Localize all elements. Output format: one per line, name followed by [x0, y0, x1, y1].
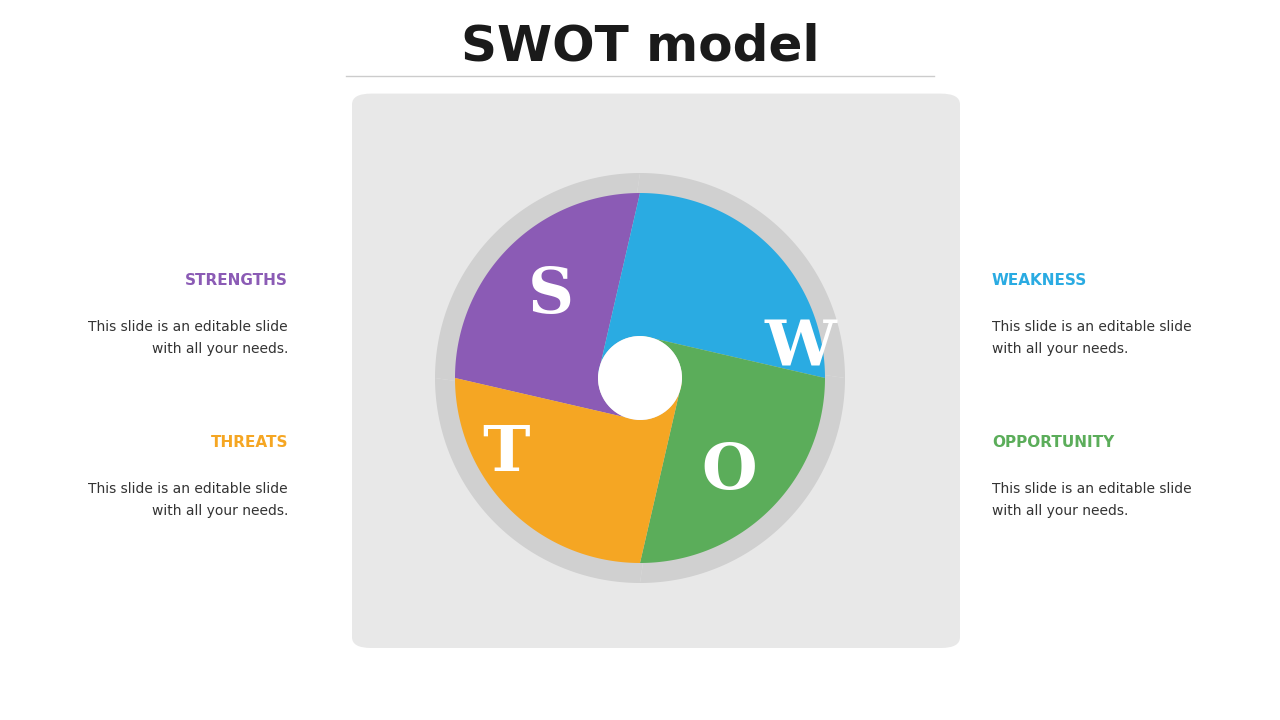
Text: SWOT model: SWOT model — [461, 23, 819, 71]
Polygon shape — [454, 378, 682, 563]
Text: WEAKNESS: WEAKNESS — [992, 273, 1087, 288]
Polygon shape — [598, 193, 826, 378]
Text: This slide is an editable slide
with all your needs.: This slide is an editable slide with all… — [88, 320, 288, 356]
Text: THREATS: THREATS — [210, 435, 288, 450]
Polygon shape — [454, 193, 640, 420]
Text: O: O — [701, 441, 758, 502]
Text: This slide is an editable slide
with all your needs.: This slide is an editable slide with all… — [88, 482, 288, 518]
Text: OPPORTUNITY: OPPORTUNITY — [992, 435, 1115, 450]
Ellipse shape — [598, 336, 682, 420]
Text: S: S — [527, 265, 573, 325]
Text: This slide is an editable slide
with all your needs.: This slide is an editable slide with all… — [992, 482, 1192, 518]
Polygon shape — [640, 349, 845, 583]
Polygon shape — [611, 173, 845, 378]
Text: T: T — [481, 423, 530, 484]
Polygon shape — [640, 336, 826, 563]
Polygon shape — [435, 378, 669, 583]
Text: W: W — [764, 319, 836, 379]
Polygon shape — [435, 173, 640, 407]
Text: This slide is an editable slide
with all your needs.: This slide is an editable slide with all… — [992, 320, 1192, 356]
FancyBboxPatch shape — [352, 94, 960, 648]
Text: STRENGTHS: STRENGTHS — [186, 273, 288, 288]
